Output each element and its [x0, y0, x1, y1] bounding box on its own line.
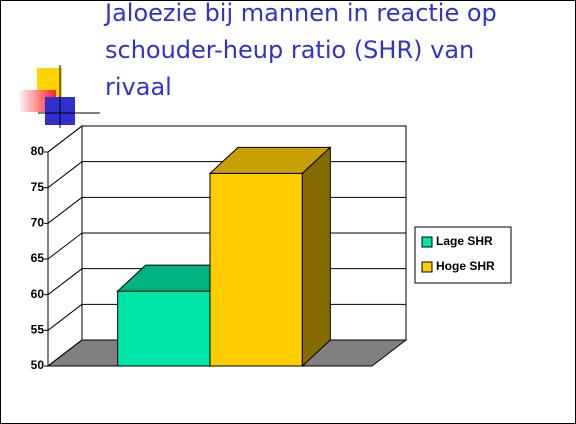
y-tick-label: 75 [31, 180, 45, 194]
legend-label: Lage SHR [436, 234, 493, 248]
bar-front [117, 290, 211, 367]
title-line: schouder-heup ratio (SHR) van [105, 36, 474, 64]
grid-line [47, 303, 83, 331]
y-tick-label: 55 [31, 323, 45, 337]
y-tick-label: 65 [31, 251, 45, 265]
grid-line [47, 161, 83, 189]
legend-label: Hoge SHR [436, 259, 495, 273]
y-tick-label: 50 [31, 358, 45, 372]
grid-line [47, 125, 83, 153]
title-line: rivaal [105, 73, 172, 101]
y-tick-label: 70 [31, 216, 45, 230]
bar-side [301, 146, 331, 368]
y-tick-label: 80 [31, 144, 45, 158]
legend-box [414, 226, 512, 284]
grid-line [47, 339, 83, 367]
legend-swatch [421, 236, 433, 248]
y-tick-label: 60 [31, 287, 45, 301]
bar-front [209, 172, 303, 367]
title-line: Jaloezie bij mannen in reactie op [103, 0, 497, 27]
legend-swatch [421, 261, 433, 273]
grid-line [47, 232, 83, 260]
grid-line [47, 196, 83, 224]
grid-line [47, 268, 83, 296]
